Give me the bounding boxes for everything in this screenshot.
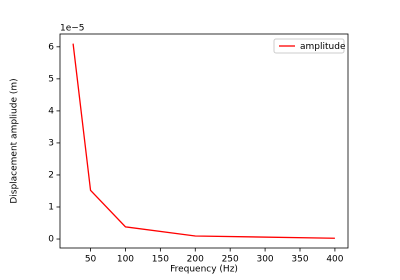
y-tick-label: 6 [48,42,54,52]
legend-label: amplitude [300,42,346,52]
x-tick-label: 50 [85,255,97,265]
legend-box [273,38,345,54]
y-tick-label: 5 [48,74,54,84]
x-tick-label: 100 [117,255,134,265]
x-axis-label: Frequency (Hz) [170,265,238,275]
y-axis-label: Displacement ampliude (m) [10,78,20,203]
data-line [72,43,335,239]
y-tick-label: 0 [48,235,54,245]
y-tick-label: 3 [48,138,54,148]
y-tick-label: 4 [48,106,54,116]
y-tick-label: 1 [48,202,54,212]
x-tick-label: 300 [256,255,273,265]
x-tick-label: 400 [326,255,343,265]
y-offset-label: 1e−5 [60,24,85,34]
y-tick-label: 2 [48,170,54,180]
x-tick-label: 350 [291,255,308,265]
x-tick-label: 200 [187,255,204,265]
x-tick-label: 250 [222,255,239,265]
x-tick-label: 150 [152,255,169,265]
plot-frame [59,33,349,249]
